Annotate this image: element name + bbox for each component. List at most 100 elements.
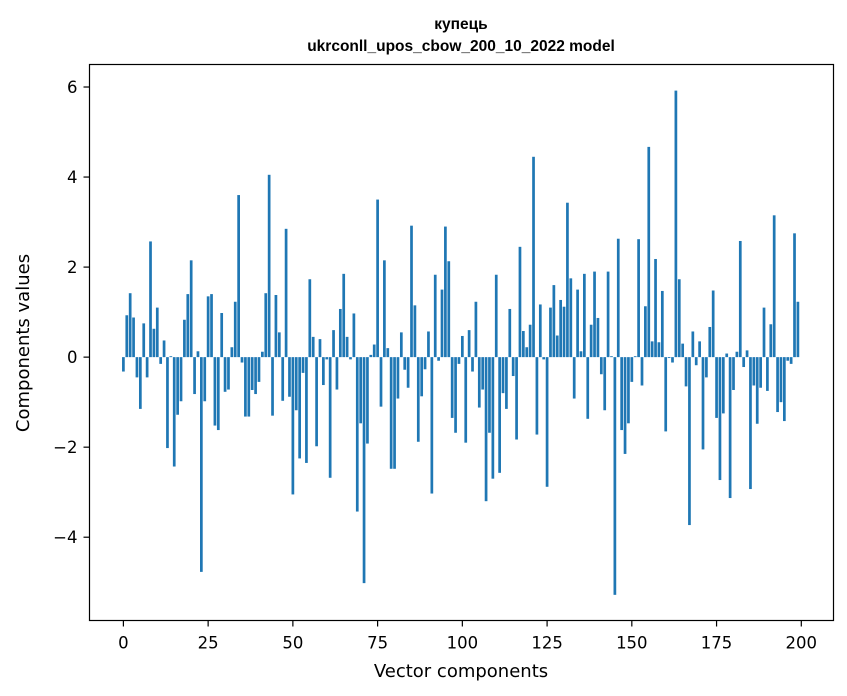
bar-component-115 — [511, 357, 515, 377]
bar-component-0 — [122, 357, 125, 372]
bar-component-196 — [786, 357, 790, 361]
bar-component-97 — [450, 357, 454, 418]
bar-component-63 — [335, 357, 339, 390]
bar-component-66 — [345, 336, 349, 358]
bar-component-179 — [728, 357, 732, 499]
bar-component-147 — [620, 357, 624, 431]
bar-component-98 — [454, 357, 457, 433]
bar-component-137 — [586, 357, 590, 419]
bar-component-93 — [437, 357, 440, 361]
bar-component-83 — [403, 357, 407, 370]
bar-component-84 — [406, 357, 410, 388]
bar-component-146 — [616, 238, 620, 358]
bar-component-47 — [281, 357, 285, 401]
bar-component-122 — [535, 357, 539, 435]
bar-component-49 — [288, 357, 291, 397]
bar-component-134 — [576, 289, 579, 358]
bar-component-26 — [210, 294, 213, 358]
bar-component-13 — [166, 357, 169, 449]
bar-component-150 — [630, 357, 634, 382]
bar-component-77 — [383, 260, 386, 358]
bar-component-185 — [749, 357, 752, 490]
bar-component-92 — [433, 274, 437, 358]
bar-component-88 — [420, 357, 424, 397]
bar-component-113 — [505, 357, 508, 409]
bar-component-143 — [606, 271, 610, 358]
bar-component-168 — [691, 331, 695, 358]
bar-component-24 — [203, 357, 207, 402]
bar-component-164 — [677, 279, 681, 358]
bar-component-74 — [372, 344, 376, 358]
bars-group — [122, 90, 800, 595]
bar-component-139 — [593, 271, 596, 358]
bar-component-55 — [308, 279, 312, 358]
bar-component-157 — [654, 258, 657, 358]
bar-component-20 — [189, 260, 193, 358]
bar-component-162 — [671, 357, 674, 363]
x-tick-label: 100 — [447, 634, 479, 653]
bar-component-163 — [674, 90, 678, 358]
bar-component-57 — [315, 357, 318, 447]
bar-component-116 — [515, 357, 518, 440]
bar-component-79 — [389, 357, 393, 469]
bar-component-58 — [318, 339, 322, 358]
bar-component-178 — [725, 353, 729, 358]
bar-component-4 — [135, 357, 139, 378]
bar-component-35 — [240, 357, 244, 363]
bar-component-32 — [230, 347, 234, 358]
bar-component-194 — [779, 357, 783, 403]
bar-component-181 — [735, 351, 739, 358]
bar-component-188 — [759, 357, 762, 388]
bar-component-160 — [664, 357, 668, 432]
bar-component-167 — [688, 357, 691, 526]
bar-component-34 — [237, 195, 240, 358]
bar-component-101 — [464, 357, 468, 443]
bar-component-153 — [640, 357, 644, 386]
bar-component-71 — [362, 357, 366, 584]
bar-component-191 — [769, 324, 773, 358]
bar-component-131 — [566, 202, 569, 358]
bar-component-30 — [223, 357, 227, 392]
bar-component-9 — [152, 328, 156, 358]
bar-component-187 — [755, 357, 759, 424]
bar-component-81 — [396, 357, 400, 399]
chart-title-word: купець — [434, 16, 487, 33]
bar-component-198 — [793, 233, 796, 358]
bar-component-80 — [393, 357, 396, 469]
x-tick-label: 25 — [198, 634, 219, 653]
bar-component-158 — [657, 342, 661, 358]
bar-component-39 — [254, 357, 257, 395]
bar-component-104 — [474, 301, 478, 358]
bar-component-95 — [444, 226, 447, 358]
bar-component-17 — [179, 357, 183, 402]
bar-component-129 — [559, 299, 562, 358]
bar-component-8 — [149, 241, 152, 358]
bar-component-189 — [762, 307, 766, 358]
bar-component-138 — [589, 324, 593, 358]
bar-component-36 — [244, 357, 247, 417]
bar-component-99 — [457, 357, 461, 364]
bar-component-111 — [498, 357, 501, 473]
bar-component-152 — [637, 239, 640, 358]
bar-component-107 — [484, 357, 488, 502]
bar-component-130 — [562, 306, 566, 358]
bar-component-7 — [145, 357, 149, 378]
bar-component-15 — [172, 357, 176, 467]
bar-component-186 — [752, 357, 756, 386]
bar-component-132 — [569, 278, 573, 358]
bar-component-193 — [776, 357, 779, 413]
bar-component-45 — [274, 295, 278, 358]
bar-component-87 — [416, 357, 420, 442]
bar-component-3 — [132, 317, 135, 358]
bar-component-54 — [305, 357, 308, 463]
bar-component-149 — [627, 357, 630, 424]
bar-component-76 — [379, 357, 383, 407]
bar-component-195 — [783, 357, 786, 422]
bar-component-151 — [633, 356, 637, 358]
bar-component-86 — [413, 305, 417, 358]
bar-component-161 — [667, 357, 671, 359]
bar-component-23 — [200, 357, 203, 572]
bar-component-64 — [338, 308, 342, 358]
bar-component-37 — [247, 357, 251, 417]
bar-component-70 — [359, 357, 363, 424]
